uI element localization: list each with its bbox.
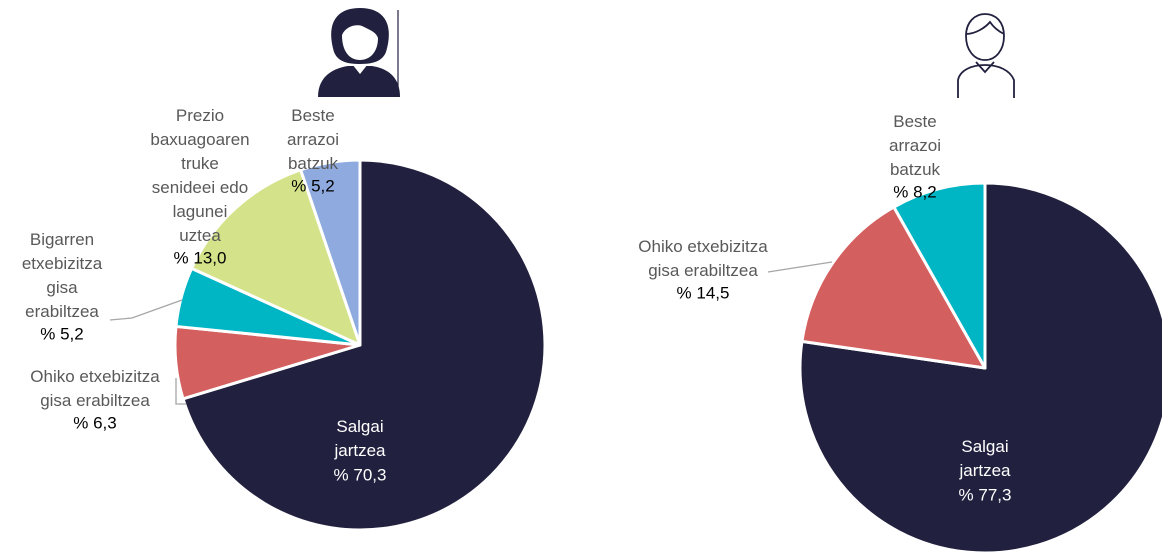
slice-label: Bigarren etxebizitza gisa erabiltzea <box>22 230 103 321</box>
value-label: % 8,2 <box>893 182 936 201</box>
value-label: % 77,3 <box>959 485 1012 504</box>
pie-slice <box>892 181 987 370</box>
woman-icon <box>318 8 400 97</box>
value-label: % 5,2 <box>291 176 334 195</box>
value-label: % 5,2 <box>40 324 83 343</box>
leader-line <box>109 299 183 321</box>
slice-label: Ohiko etxebizitza gisa erabiltzea <box>638 237 768 280</box>
value-label: % 13,0 <box>174 248 227 267</box>
leader-line <box>175 378 186 405</box>
slice-label: Prezio baxuagoaren truke senideei edo lagune… <box>150 106 249 245</box>
leader-line <box>767 261 833 273</box>
slice-label: Ohiko etxebizitza gisa erabiltzea <box>30 367 160 410</box>
pie-slice <box>299 158 362 347</box>
man-icon <box>957 13 1015 98</box>
slice-label: Beste arrazoi batzuk <box>287 106 339 173</box>
slice-label: Salgai jartzea <box>333 417 386 460</box>
value-label: % 6,3 <box>73 413 116 432</box>
value-label: % 14,5 <box>677 283 730 302</box>
slice-label: Beste arrazoi batzuk <box>889 112 941 179</box>
value-label: % 70,3 <box>334 465 387 484</box>
slice-label: Salgai jartzea <box>958 437 1011 480</box>
pie-slice <box>190 168 362 347</box>
pie-slice <box>800 205 987 370</box>
pie-slice <box>181 158 547 532</box>
